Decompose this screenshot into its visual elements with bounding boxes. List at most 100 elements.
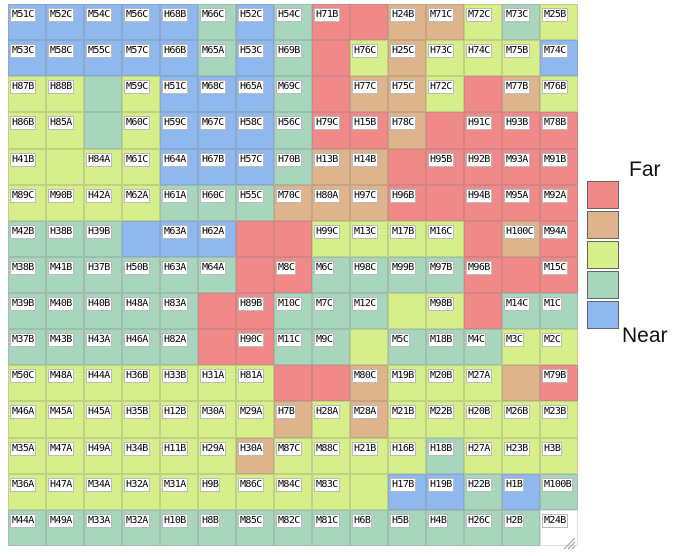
cell-label: M65A bbox=[200, 44, 226, 59]
cell-label: H45A bbox=[86, 405, 112, 420]
heatmap-cell bbox=[464, 293, 502, 330]
legend-swatch-2 bbox=[587, 211, 619, 239]
heatmap-cell: H61A bbox=[160, 184, 198, 221]
heatmap-cell: H81A bbox=[236, 365, 274, 402]
cell-label: M75B bbox=[504, 44, 530, 59]
heatmap-cell bbox=[502, 256, 540, 294]
cell-label: H27A bbox=[466, 441, 492, 456]
cell-label: M40B bbox=[48, 297, 74, 312]
heatmap-cell: M98B bbox=[426, 293, 464, 330]
heatmap-cell: M8C bbox=[274, 256, 312, 294]
heatmap-cell: M40B bbox=[46, 293, 84, 330]
heatmap-cell: M55C bbox=[84, 40, 122, 77]
cell-label: M76B bbox=[542, 80, 568, 95]
cell-label: H7B bbox=[276, 405, 297, 420]
heatmap-cell: M96B bbox=[464, 256, 502, 294]
heatmap-cell: H15B bbox=[350, 112, 388, 149]
cell-label: H20B bbox=[466, 405, 492, 420]
cell-label: H56C bbox=[276, 116, 302, 131]
heatmap-cell: H56C bbox=[274, 112, 312, 149]
heatmap-cell: H92B bbox=[464, 148, 502, 185]
heatmap-cell bbox=[84, 112, 122, 149]
heatmap-cell: M87C bbox=[274, 437, 312, 474]
heatmap-cell bbox=[198, 329, 236, 366]
heatmap-cell bbox=[426, 112, 464, 149]
cell-label: H35B bbox=[124, 405, 150, 420]
cell-label: H9B bbox=[200, 477, 221, 492]
heatmap-cell: H77C bbox=[350, 76, 388, 113]
cell-label: H62A bbox=[200, 224, 226, 239]
cell-label: M28A bbox=[352, 405, 378, 420]
cell-label: H39B bbox=[86, 224, 112, 239]
heatmap-cell: M74C bbox=[540, 40, 578, 77]
cell-label: M54C bbox=[86, 8, 112, 22]
cell-label: H16B bbox=[390, 441, 416, 456]
cell-label: M19B bbox=[390, 369, 416, 384]
heatmap-cell: M21B bbox=[388, 401, 426, 438]
cell-label: M6C bbox=[314, 260, 335, 275]
heatmap-cell: H78C bbox=[388, 112, 426, 149]
cell-label: M98B bbox=[428, 297, 454, 312]
heatmap-cell: H68B bbox=[160, 4, 198, 41]
cell-label: M30A bbox=[200, 405, 226, 420]
heatmap-cell: M25B bbox=[540, 4, 578, 41]
resize-grip-icon[interactable] bbox=[560, 534, 576, 550]
heatmap-cell: M92A bbox=[540, 184, 578, 221]
cell-label: H13B bbox=[314, 152, 340, 167]
cell-label: M59C bbox=[124, 80, 150, 95]
heatmap-cell: M46A bbox=[8, 401, 46, 438]
heatmap-cell: H100C bbox=[502, 220, 540, 257]
heatmap-cell: M54C bbox=[84, 4, 122, 41]
heatmap-cell: M100B bbox=[540, 473, 578, 510]
cell-label: M45A bbox=[48, 405, 74, 420]
cell-label: H54C bbox=[276, 8, 302, 22]
heatmap-cell: M89C bbox=[8, 184, 46, 221]
heatmap-cell: H46A bbox=[122, 329, 160, 366]
heatmap-cell: H63A bbox=[160, 256, 198, 294]
heatmap-cell bbox=[274, 220, 312, 257]
heatmap-cell: M61C bbox=[122, 148, 160, 185]
cell-label: M11C bbox=[276, 333, 302, 348]
heatmap-cell: H26C bbox=[464, 509, 502, 546]
heatmap-cell: H64A bbox=[160, 148, 198, 185]
cell-label: M12C bbox=[352, 297, 378, 312]
heatmap-cell: H69B bbox=[274, 40, 312, 77]
heatmap-cell: H93B bbox=[502, 112, 540, 149]
cell-label: H22B bbox=[466, 477, 492, 492]
heatmap-cell: H54C bbox=[274, 4, 312, 41]
heatmap-cell: M58C bbox=[46, 40, 84, 77]
cell-label: H82A bbox=[162, 333, 188, 348]
legend-swatch-3 bbox=[587, 241, 619, 269]
heatmap-cell: M19B bbox=[388, 365, 426, 402]
cell-label: H6B bbox=[352, 513, 373, 528]
heatmap-cell: M13C bbox=[350, 220, 388, 257]
heatmap-cell: M91B bbox=[540, 148, 578, 185]
cell-label: M10C bbox=[276, 297, 302, 312]
cell-label: H94B bbox=[466, 188, 492, 203]
cell-label: H58C bbox=[238, 116, 264, 131]
cell-label: H71B bbox=[314, 8, 340, 22]
heatmap-cell: H89B bbox=[236, 293, 274, 330]
legend-label-far: Far bbox=[629, 158, 661, 181]
heatmap-cell: H95B bbox=[426, 148, 464, 185]
cell-label: M49A bbox=[48, 513, 74, 528]
cell-label: H52C bbox=[238, 8, 264, 22]
heatmap-cell: M17B bbox=[388, 220, 426, 257]
heatmap-cell: M94A bbox=[540, 220, 578, 257]
heatmap-cell: H80A bbox=[312, 184, 350, 221]
cell-label: H61A bbox=[162, 188, 188, 203]
cell-label: M32A bbox=[124, 513, 150, 528]
cell-label: M18B bbox=[428, 333, 454, 348]
heatmap-cell: M50C bbox=[8, 365, 46, 402]
heatmap-cell: H30A bbox=[236, 437, 274, 474]
heatmap-cell: M43B bbox=[46, 329, 84, 366]
cell-label: M99B bbox=[390, 260, 416, 275]
heatmap-cell: M84C bbox=[274, 473, 312, 510]
cell-label: M63A bbox=[162, 224, 188, 239]
heatmap-cell: M37B bbox=[8, 329, 46, 366]
heatmap-cell: M26B bbox=[502, 401, 540, 438]
cell-label: M8C bbox=[276, 260, 297, 275]
cell-label: H24B bbox=[390, 8, 416, 22]
heatmap-cell: H1B bbox=[502, 473, 540, 510]
cell-label: H76C bbox=[352, 44, 378, 59]
